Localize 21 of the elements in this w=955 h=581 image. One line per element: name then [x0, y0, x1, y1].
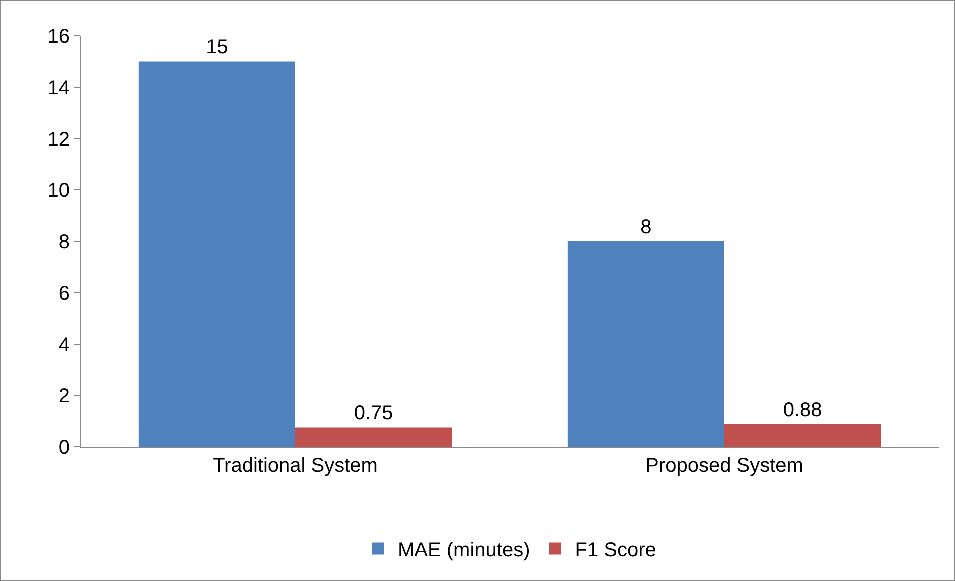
y-tick-label: 12	[48, 128, 70, 151]
data-label: 15	[206, 36, 228, 59]
x-tick-label: Proposed System	[646, 455, 804, 477]
data-label: 0.88	[783, 399, 822, 422]
y-tick-label: 0	[58, 437, 70, 459]
y-tick-label: 6	[58, 282, 70, 305]
y-tick-label: 14	[48, 77, 70, 100]
y-tick-label: 8	[58, 232, 70, 254]
data-label: 0.75	[354, 402, 394, 425]
legend-label: F1 Score	[575, 540, 656, 562]
bar	[724, 424, 882, 447]
bar	[296, 428, 452, 447]
y-tick-label: 10	[48, 180, 70, 202]
data-label: 8	[640, 216, 652, 238]
y-tick-label: 16	[48, 26, 70, 48]
x-tick-label: Traditional System	[213, 455, 378, 477]
bar	[138, 62, 296, 447]
legend-label: MAE (minutes)	[398, 540, 530, 562]
y-tick-label: 2	[58, 386, 70, 408]
bar	[568, 242, 724, 447]
y-tick-label: 4	[58, 334, 70, 356]
